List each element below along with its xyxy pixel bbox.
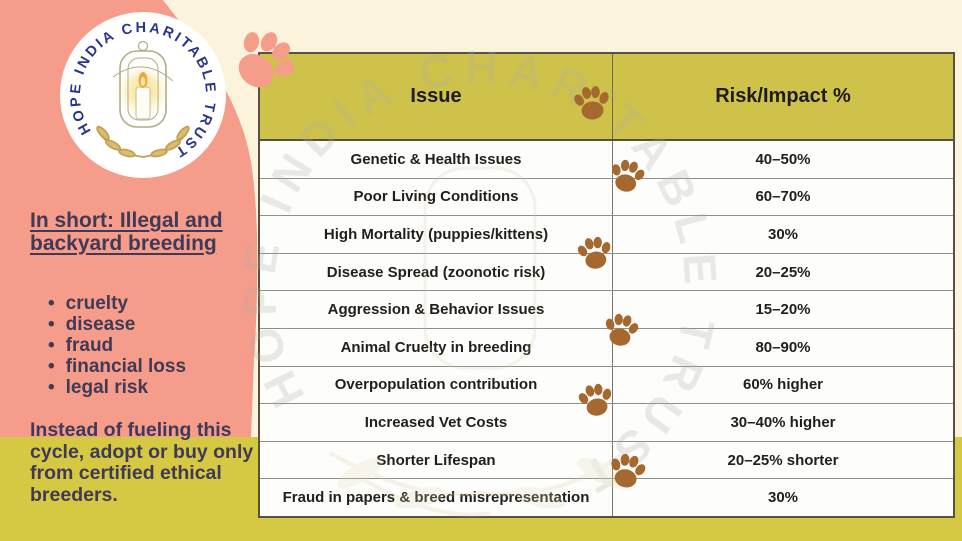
issue-cell: Poor Living Conditions: [353, 188, 519, 206]
risk-cell: 60% higher: [742, 376, 824, 394]
table-row: Disease Spread (zoonotic risk) 20–25%: [260, 253, 953, 292]
paragraph-line: breeders.: [30, 483, 118, 506]
issue-cell: High Mortality (puppies/kittens): [323, 225, 549, 243]
risk-cell: 40–50%: [755, 150, 811, 168]
issue-cell: Genetic & Health Issues: [350, 150, 522, 168]
issue-cell: Increased Vet Costs: [364, 413, 508, 431]
table-row: Increased Vet Costs 30–40% higher: [260, 404, 953, 442]
advice-paragraph: Instead of fueling this cycle, adopt or …: [30, 419, 270, 506]
bullet-dot: •: [48, 293, 55, 314]
risk-bullet-list: • cruelty • disease • fraud • financial loss…: [48, 293, 270, 398]
risk-cell: 20–25% shorter: [727, 451, 839, 469]
table-row: Genetic & Health Issues 40–50%: [260, 141, 953, 179]
paragraph-line: from certified ethical: [30, 462, 222, 484]
table-header-row: Issue Risk/Impact %: [260, 54, 953, 141]
heading-line: backyard breeding: [30, 231, 217, 255]
list-item: • disease: [48, 314, 136, 335]
list-item: • legal risk: [48, 377, 149, 398]
risk-cell: 20–25%: [755, 263, 811, 281]
risk-cell: 60–70%: [755, 188, 811, 206]
table-body: Genetic & Health Issues 40–50% Poor Livi…: [260, 141, 953, 516]
risk-cell: 30–40% higher: [730, 413, 836, 431]
table-row: High Mortality (puppies/kittens) 30%: [260, 216, 953, 254]
issue-cell: Aggression & Behavior Issues: [327, 301, 545, 319]
risk-impact-table: Issue Risk/Impact % Genetic & Health Iss…: [258, 52, 955, 518]
left-text-panel: In short: Illegal and backyard breeding …: [30, 209, 270, 506]
issue-cell: Animal Cruelty in breeding: [340, 338, 532, 356]
issue-cell: Overpopulation contribution: [334, 376, 538, 394]
heading-line: In short: Illegal and: [30, 209, 223, 232]
table-row: Overpopulation contribution 60% higher: [260, 366, 953, 405]
risk-cell: 30%: [767, 489, 799, 507]
section-heading: In short: Illegal and backyard breeding: [30, 209, 270, 255]
table-row: Shorter Lifespan 20–25% shorter: [260, 441, 953, 480]
issue-cell: Shorter Lifespan: [376, 451, 496, 469]
table-header-issue: Issue: [410, 85, 462, 107]
risk-cell: 15–20%: [755, 301, 811, 319]
list-item: • financial loss: [48, 356, 187, 377]
risk-cell: 80–90%: [755, 338, 811, 356]
bullet-dot: •: [48, 314, 55, 335]
table-row: Animal Cruelty in breeding 80–90%: [260, 328, 953, 367]
bullet-dot: •: [48, 335, 55, 356]
issue-cell: Fraud in papers & breed misrepresentatio…: [282, 489, 590, 507]
table-row: Aggression & Behavior Issues 15–20%: [260, 291, 953, 329]
table-row: Fraud in papers & breed misrepresentatio…: [260, 479, 953, 516]
paragraph-line: cycle, adopt or buy only: [30, 440, 254, 463]
bullet-dot: •: [48, 377, 55, 398]
table-header-risk: Risk/Impact %: [612, 54, 953, 139]
list-item: • fraud: [48, 335, 114, 356]
list-item: • cruelty: [48, 293, 128, 314]
bullet-dot: •: [48, 356, 55, 377]
paragraph-line: Instead of fueling this: [30, 419, 232, 441]
issue-cell: Disease Spread (zoonotic risk): [326, 263, 546, 281]
table-row: Poor Living Conditions 60–70%: [260, 178, 953, 217]
risk-cell: 30%: [767, 225, 799, 243]
hope-india-logo: HOPE INDIA CHARITABLE TRUST: [58, 9, 228, 181]
